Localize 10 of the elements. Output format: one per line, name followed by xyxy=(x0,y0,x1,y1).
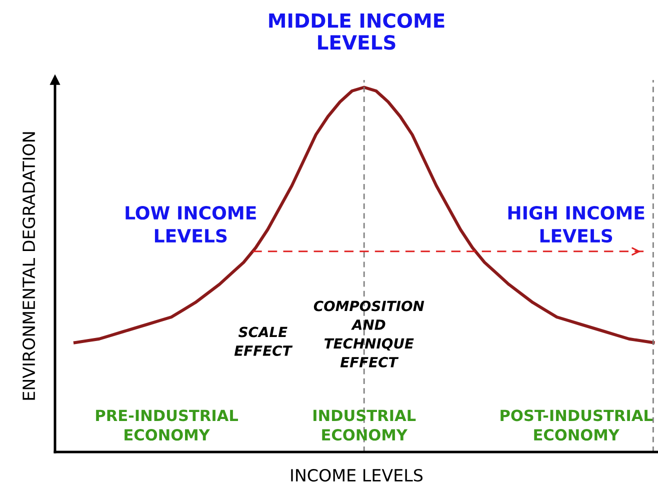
annotation: PRE-INDUSTRIAL ECONOMY xyxy=(96,410,238,441)
annotation: SCALE EFFECT xyxy=(234,326,293,356)
chart-title: MIDDLE INCOME LEVELS xyxy=(269,13,444,50)
annotation: INDUSTRIAL ECONOMY xyxy=(314,410,416,441)
x-axis-title: INCOME LEVELS xyxy=(291,468,423,482)
annotation: POST-INDUSTRIAL ECONOMY xyxy=(500,410,653,441)
annotation: LOW INCOME LEVELS xyxy=(126,206,256,243)
annotation: HIGH INCOME LEVELS xyxy=(508,206,644,243)
y-axis-title: ENVIRONMENTAL DEGRADATION xyxy=(22,132,36,400)
annotation: COMPOSITION AND TECHNIQUE EFFECT xyxy=(314,300,424,368)
